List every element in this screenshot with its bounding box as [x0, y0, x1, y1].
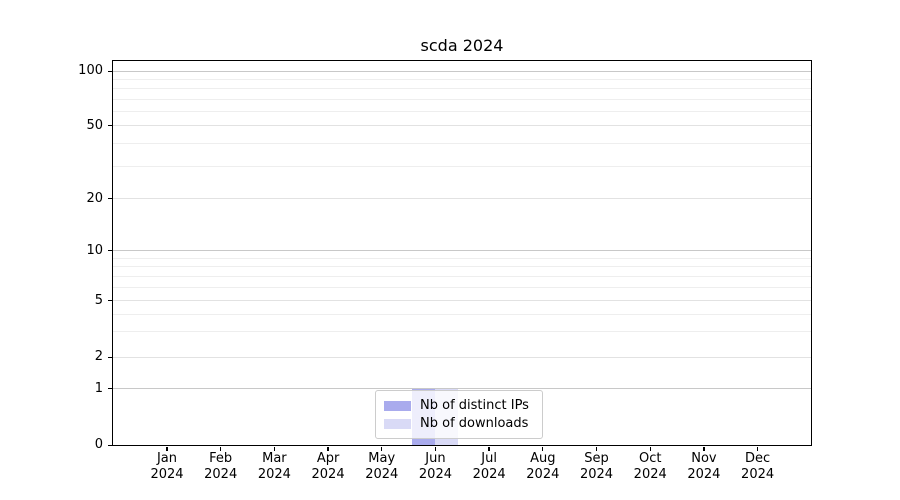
gridline-y-30	[113, 165, 811, 167]
x-tick-jan	[166, 446, 168, 452]
x-tick-feb	[220, 446, 222, 452]
gridline-y-60	[113, 110, 811, 112]
x-tick-label-jul: Jul 2024	[472, 451, 506, 482]
y-tick-label-10: 10	[86, 242, 103, 258]
gridline-y-90	[113, 78, 811, 80]
gridline-y-7	[113, 275, 811, 277]
x-tick-sep	[595, 446, 598, 452]
gridline-y-50	[113, 125, 811, 126]
gridline-y-10	[113, 250, 811, 251]
gridline-y-40	[113, 142, 811, 144]
y-tick-label-100: 100	[78, 63, 103, 79]
x-tick-aug	[542, 446, 544, 452]
gridline-y-4	[113, 313, 811, 315]
gridline-y-70	[113, 98, 811, 100]
gridline-y-1	[113, 388, 811, 389]
x-tick-label-jun: Jun 2024	[418, 451, 452, 482]
legend-swatch-icon	[384, 400, 411, 411]
y-tick-label-2: 2	[94, 349, 103, 365]
legend-item-1: Nb of downloads	[384, 415, 534, 432]
legend-item-0: Nb of distinct IPs	[384, 397, 534, 414]
y-tick-label-5: 5	[94, 292, 103, 308]
legend-swatch-icon	[384, 418, 411, 429]
y-tick-100	[107, 70, 112, 72]
y-tick-label-20: 20	[86, 190, 103, 206]
x-tick-label-sep: Sep 2024	[579, 451, 614, 482]
legend: Nb of distinct IPs Nb of downloads	[375, 390, 543, 439]
y-tick-5	[107, 300, 112, 302]
y-tick-20	[107, 198, 112, 200]
chart-title: scda 2024	[420, 36, 504, 55]
x-tick-label-oct: Oct 2024	[633, 451, 667, 482]
y-tick-label-1: 1	[94, 380, 103, 396]
plot-area: Nb of distinct IPs Nb of downloads	[112, 60, 812, 446]
x-tick-may	[381, 446, 383, 452]
y-tick-0	[107, 444, 112, 446]
x-tick-label-nov: Nov 2024	[687, 451, 721, 482]
gridline-y-20	[113, 198, 811, 199]
x-tick-mar	[273, 446, 276, 452]
y-tick-1	[107, 388, 112, 390]
gridline-y-5	[113, 300, 811, 301]
x-tick-apr	[327, 446, 329, 452]
gridline-y-9	[113, 257, 811, 259]
y-tick-50	[107, 125, 112, 127]
x-tick-nov	[703, 446, 705, 452]
x-tick-dec	[756, 446, 759, 452]
y-tick-10	[107, 250, 112, 252]
x-tick-label-mar: Mar 2024	[257, 451, 291, 482]
x-tick-label-may: May 2024	[365, 451, 399, 482]
x-tick-label-apr: Apr 2024	[311, 451, 345, 482]
gridline-y-2	[113, 356, 811, 358]
x-tick-jun	[434, 446, 437, 452]
legend-label: Nb of downloads	[420, 416, 529, 431]
x-tick-oct	[649, 446, 651, 452]
y-tick-2	[107, 356, 112, 358]
x-tick-label-jan: Jan 2024	[150, 451, 184, 482]
x-tick-jul	[488, 446, 490, 452]
x-tick-label-aug: Aug 2024	[526, 451, 560, 482]
gridline-y-100	[113, 70, 811, 72]
gridline-y-3	[113, 331, 811, 333]
gridline-y-8	[113, 266, 811, 268]
y-tick-label-50: 50	[86, 117, 103, 133]
gridline-y-6	[113, 286, 811, 288]
x-tick-label-dec: Dec 2024	[741, 451, 775, 482]
y-tick-label-0: 0	[94, 437, 103, 453]
legend-label: Nb of distinct IPs	[420, 398, 529, 413]
x-tick-label-feb: Feb 2024	[204, 451, 238, 482]
gridline-y-80	[113, 88, 811, 90]
